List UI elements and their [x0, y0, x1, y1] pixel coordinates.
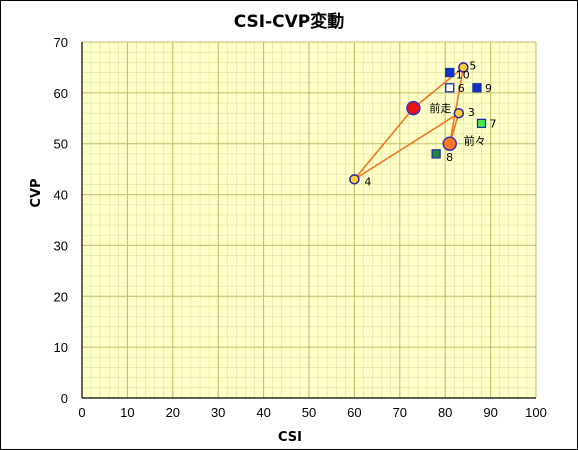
point-前々	[442, 136, 457, 151]
connection-line	[353, 112, 460, 180]
chart-title: CSI-CVP変動	[234, 11, 345, 32]
point-5	[458, 62, 469, 73]
data-points	[349, 62, 487, 185]
y-axis-title: CVP	[29, 178, 44, 207]
grid	[81, 41, 537, 399]
point-label-前走: 前走	[429, 101, 451, 115]
point-label-10: 10	[456, 69, 470, 82]
x-tick-label: 0	[78, 405, 85, 420]
y-tick-label: 40	[54, 188, 68, 203]
x-tick-label: 90	[483, 405, 497, 420]
y-tick-label: 30	[54, 238, 68, 253]
x-tick-label: 60	[347, 405, 361, 420]
point-label-9: 9	[485, 82, 492, 95]
point-label-5: 5	[469, 59, 476, 72]
y-tick-label: 20	[54, 289, 68, 304]
y-tick-label: 60	[54, 86, 68, 101]
point-9	[472, 83, 482, 93]
x-tick-label: 40	[256, 405, 270, 420]
x-tick-label: 30	[211, 405, 225, 420]
point-label-4: 4	[364, 175, 371, 188]
x-tick-label: 80	[438, 405, 452, 420]
point-label-3: 3	[468, 106, 475, 119]
y-tick-label: 0	[61, 391, 68, 406]
connection-line	[353, 107, 415, 180]
x-tick-label: 100	[525, 405, 547, 420]
point-label-7: 7	[490, 117, 497, 130]
point-4	[349, 174, 360, 185]
x-tick-label: 70	[393, 405, 407, 420]
connection-line	[448, 67, 465, 144]
point-label-6: 6	[458, 82, 465, 95]
point-7	[476, 118, 487, 129]
point-10	[445, 67, 455, 78]
connection-lines	[353, 66, 465, 180]
point-8	[431, 149, 441, 159]
y-tick-label: 10	[54, 340, 68, 355]
point-6	[445, 83, 455, 93]
x-axis-title: CSI	[278, 430, 302, 445]
y-tick-label: 70	[54, 35, 68, 50]
point-label-8: 8	[446, 151, 453, 164]
tick-labels: 0 10 20 30 40 50 60 70 80 90 100 0 10 20 30 40 50 60 70	[54, 35, 547, 420]
x-tick-label: 10	[120, 405, 134, 420]
point-3	[453, 107, 465, 119]
connection-line	[412, 66, 464, 109]
x-tick-label: 50	[302, 405, 316, 420]
x-tick-label: 20	[166, 405, 180, 420]
y-tick-label: 50	[54, 137, 68, 152]
point-label-前々: 前々	[464, 134, 486, 148]
point-前走	[406, 100, 421, 116]
